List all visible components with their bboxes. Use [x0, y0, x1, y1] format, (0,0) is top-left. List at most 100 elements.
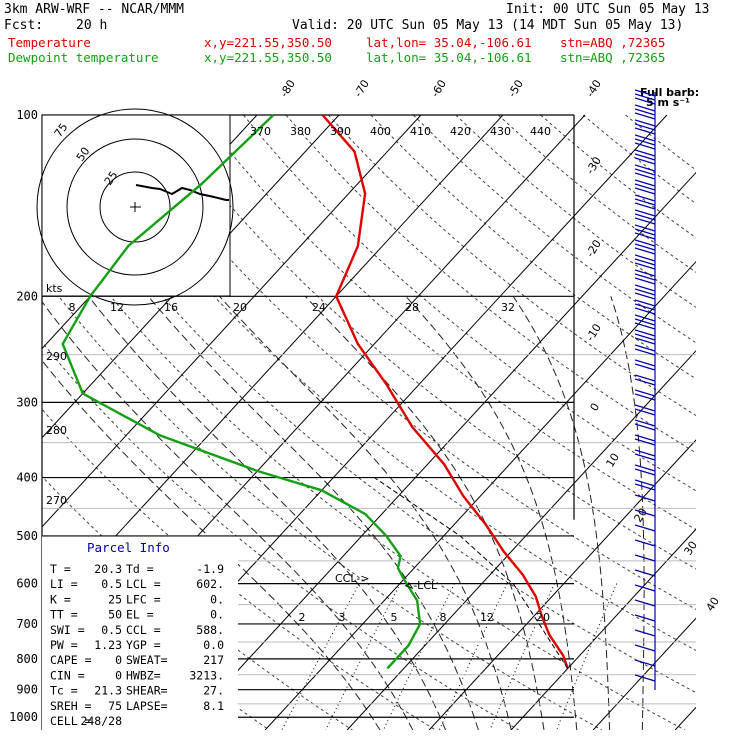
wind-barb: [634, 134, 656, 142]
dewpoint-legend: Dewpoint temperature: [8, 50, 159, 65]
isotherm: [42, 115, 340, 439]
model-title: 3km ARW-WRF -- NCAR/MMM: [4, 2, 185, 17]
dry-adiabat: [328, 115, 696, 417]
parcel-value: 0.5: [101, 623, 122, 637]
parcel-value: 50: [108, 608, 122, 622]
hodograph-kts-label: kts: [46, 282, 63, 295]
wind-barb: [634, 393, 656, 401]
ccl-label: CCL->: [335, 572, 369, 585]
parcel-value: YGP =: [126, 638, 161, 652]
mixing-ratio-label: 12: [480, 611, 494, 624]
wind-barb: [634, 468, 656, 476]
wind-barb: [634, 423, 656, 431]
moist-adiabat: [219, 295, 512, 730]
wind-barb: [634, 389, 656, 397]
wind-barb: [634, 337, 656, 345]
wind-barb: [634, 524, 656, 532]
dry-adiabat: [540, 115, 696, 239]
dewpoint-profile: [61, 114, 422, 670]
hodograph-speed-tick: 24: [312, 301, 326, 314]
wind-barb: [634, 284, 656, 292]
parcel-value: 25: [108, 592, 122, 606]
wind-barb: [634, 494, 656, 502]
wind-barb: [634, 198, 656, 206]
wind-barb: [634, 277, 656, 285]
dewpoint-xy: x,y=221.55,350.50: [204, 50, 332, 65]
temperature-label: -20: [584, 237, 605, 259]
wind-barb: [634, 258, 656, 266]
wind-barb: [634, 434, 656, 442]
parcel-value: 3213.: [189, 668, 224, 682]
wind-barb: [634, 179, 656, 187]
hodograph-speed-tick: 28: [405, 301, 419, 314]
mixing-ratio-line: [556, 583, 618, 730]
parcel-value: Tc =: [50, 684, 78, 698]
theta-label: 390: [330, 125, 351, 138]
wind-barb: [634, 292, 656, 300]
parcel-value: 27.: [203, 684, 224, 698]
parcel-value: SHEAR=: [126, 684, 168, 698]
hodograph-ring-75: [36, 108, 234, 306]
barb-legend: 5 m s⁻¹: [646, 96, 690, 109]
hodograph: 25 50 75 kts: [36, 108, 234, 306]
temperature-xy: x,y=221.55,350.50: [204, 35, 332, 50]
wind-barb: [634, 209, 656, 217]
parcel-value: 0.: [210, 592, 224, 606]
wind-barb: [634, 419, 656, 427]
parcel-value: SREH =: [50, 699, 92, 713]
parcel-value: 0.0: [203, 638, 224, 652]
wind-barb: [634, 119, 656, 127]
temperature-label: -10: [584, 321, 605, 343]
mixing-ratio-label: 5: [391, 611, 398, 624]
wind-barb: [634, 479, 656, 487]
theta-label: 280: [46, 424, 67, 437]
wind-barb: [634, 104, 656, 112]
isotherm: [510, 528, 696, 730]
isotherm: [0, 115, 11, 730]
wind-barb: [634, 333, 656, 341]
wind-barb: [634, 599, 656, 607]
init-time: Init: 00 UTC Sun 05 May 13: [506, 2, 710, 17]
wind-barb: [634, 247, 656, 255]
wind-barb: [634, 89, 656, 97]
dry-adiabat: [370, 115, 696, 380]
valid-time: Valid: 20 UTC Sun 05 May 13 (14 MDT Sun …: [292, 18, 684, 33]
wind-barb: [634, 453, 656, 461]
lcl-label: <-LCL: [404, 579, 438, 592]
theta-label: 290: [46, 350, 67, 363]
temperature-label: -70: [352, 77, 373, 99]
hodograph-ring-50: [66, 138, 204, 276]
hodograph-ring-25: [99, 171, 171, 243]
temperature-latlon: lat,lon= 35.04,-106.61: [366, 35, 532, 50]
parcel-value: LFC =: [126, 592, 161, 606]
parcel-value: SWI =: [50, 623, 85, 637]
dry-adiabat: [42, 273, 603, 730]
pressure-label: 100: [16, 108, 38, 122]
wind-barb: [634, 299, 656, 307]
parcel-value: 602.: [196, 577, 224, 591]
wind-barb: [634, 108, 656, 116]
dewpoint-latlon: lat,lon= 35.04,-106.61: [366, 50, 532, 65]
hodograph-speed-tick: 12: [110, 301, 124, 314]
wind-barb: [634, 344, 656, 352]
temperature-label: 10: [604, 451, 622, 470]
hodograph-trace: [135, 184, 229, 201]
wind-barb: [634, 614, 656, 622]
theta-label: 440: [530, 125, 551, 138]
parcel-value: K =: [50, 592, 71, 606]
wind-barb: [634, 149, 656, 157]
parcel-value: EL =: [126, 608, 154, 622]
parcel-value: 75: [108, 699, 122, 713]
parcel-value: T =: [50, 562, 71, 576]
parcel-value: CIN =: [50, 668, 85, 682]
dry-adiabat: [243, 115, 696, 492]
parcel-value: CAPE =: [50, 653, 92, 667]
dry-adiabat: [200, 115, 696, 531]
parcel-value: 8.1: [203, 699, 224, 713]
parcel-value: SWEAT=: [126, 653, 168, 667]
wind-barb: [634, 127, 656, 135]
temperature-label: 0: [588, 401, 603, 414]
wind-barb: [634, 554, 656, 562]
wind-barb: [634, 213, 656, 221]
isotherm: [346, 350, 696, 730]
